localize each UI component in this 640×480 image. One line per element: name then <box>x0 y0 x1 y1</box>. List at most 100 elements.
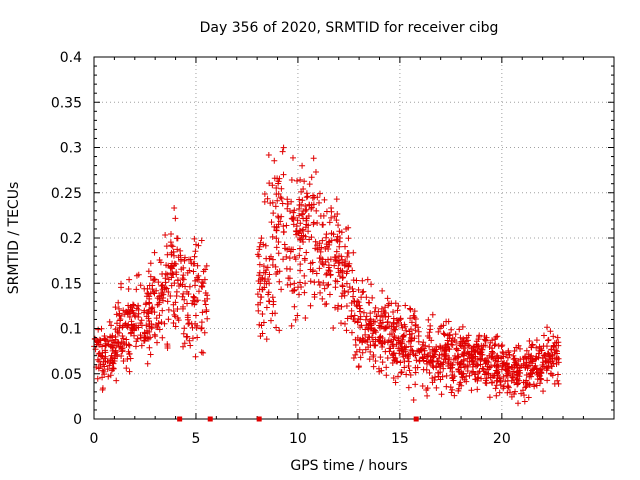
data-point <box>446 354 453 361</box>
data-point <box>147 351 154 358</box>
data-point <box>120 358 127 365</box>
data-point <box>533 382 540 389</box>
data-point <box>102 347 109 354</box>
data-point <box>180 264 187 271</box>
data-point <box>428 357 435 364</box>
data-point <box>427 326 434 333</box>
data-point <box>152 322 159 329</box>
data-point <box>474 362 481 369</box>
data-point <box>168 274 175 281</box>
data-point <box>482 360 489 367</box>
data-point <box>289 154 296 161</box>
data-point <box>382 304 389 311</box>
data-point <box>273 235 280 242</box>
data-point <box>343 302 350 309</box>
data-point <box>331 262 338 269</box>
data-point <box>487 374 494 381</box>
data-point <box>312 168 319 175</box>
y-tick-label: 0.3 <box>60 141 82 157</box>
data-point <box>299 227 306 234</box>
data-point <box>199 309 206 316</box>
data-point <box>549 352 556 359</box>
data-point <box>455 387 462 394</box>
data-point <box>203 307 210 314</box>
gap-marker <box>256 416 262 422</box>
data-point <box>350 249 357 256</box>
data-point <box>554 371 561 378</box>
data-point <box>99 385 106 392</box>
data-point <box>486 344 493 351</box>
data-point <box>419 341 426 348</box>
data-point <box>164 271 171 278</box>
data-point <box>132 343 139 350</box>
data-point <box>379 334 386 341</box>
data-point <box>316 199 323 206</box>
data-point <box>497 382 504 389</box>
data-point <box>257 299 264 306</box>
data-point <box>323 300 330 307</box>
data-point <box>299 197 306 204</box>
data-point <box>551 349 558 356</box>
data-point <box>332 304 339 311</box>
data-point <box>437 362 444 369</box>
data-point <box>266 271 273 278</box>
data-point <box>474 348 481 355</box>
data-point <box>161 320 168 327</box>
data-point <box>334 233 341 240</box>
data-point <box>382 309 389 316</box>
data-point <box>438 323 445 330</box>
data-point <box>524 365 531 372</box>
data-point <box>456 326 463 333</box>
data-point <box>492 336 499 343</box>
data-point <box>489 337 496 344</box>
data-point <box>307 278 314 285</box>
data-point <box>364 276 371 283</box>
data-point <box>370 363 377 370</box>
data-point <box>266 280 273 287</box>
data-point <box>255 307 262 314</box>
data-point <box>146 344 153 351</box>
data-point <box>174 246 181 253</box>
data-point <box>544 365 551 372</box>
data-point <box>446 331 453 338</box>
data-point <box>336 273 343 280</box>
data-point <box>288 322 295 329</box>
data-point <box>379 359 386 366</box>
data-point <box>310 201 317 208</box>
data-point <box>330 324 337 331</box>
data-point <box>307 260 314 267</box>
data-point <box>384 355 391 362</box>
data-point <box>438 351 445 358</box>
data-point <box>299 211 306 218</box>
data-point <box>505 384 512 391</box>
data-point <box>358 294 365 301</box>
data-point <box>448 364 455 371</box>
gap-markers <box>177 416 419 422</box>
data-point <box>460 357 467 364</box>
data-point <box>125 341 132 348</box>
data-point <box>180 303 187 310</box>
data-point <box>530 366 537 373</box>
data-point <box>503 372 510 379</box>
data-point <box>379 313 386 320</box>
gap-marker <box>413 416 419 422</box>
data-point <box>307 266 314 273</box>
data-point <box>198 237 205 244</box>
data-point <box>463 378 470 385</box>
data-point <box>293 228 300 235</box>
data-point <box>321 285 328 292</box>
data-point <box>263 336 270 343</box>
data-point <box>410 397 417 404</box>
data-point <box>411 308 418 315</box>
data-point <box>342 258 349 265</box>
data-point <box>172 323 179 330</box>
data-point <box>372 318 379 325</box>
data-point <box>441 331 448 338</box>
data-point <box>479 365 486 372</box>
data-point <box>192 248 199 255</box>
data-point <box>186 283 193 290</box>
data-point <box>378 367 385 374</box>
data-point <box>180 290 187 297</box>
data-point <box>341 262 348 269</box>
data-point <box>191 235 198 242</box>
